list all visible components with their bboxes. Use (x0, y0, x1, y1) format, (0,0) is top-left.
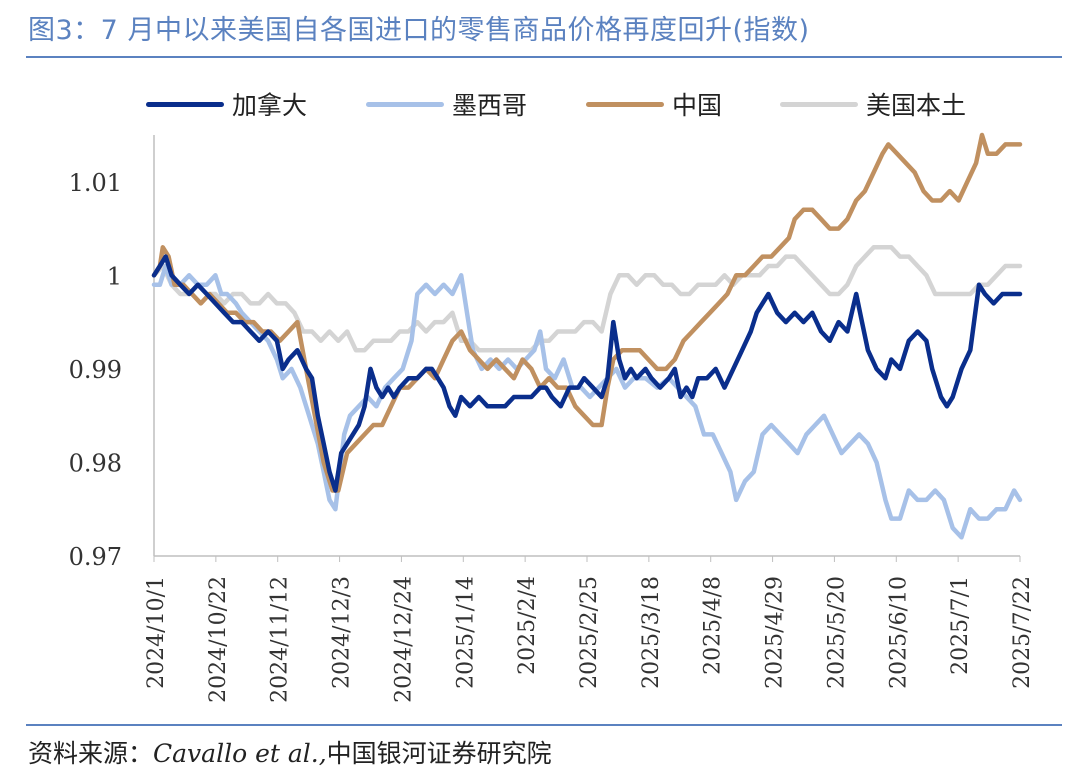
y-tick-label: 0.99 (69, 356, 122, 384)
x-tick-label: 2025/5/20 (824, 576, 849, 689)
chart-legend: 加拿大 墨西哥 中国 美国本土 (0, 86, 1076, 120)
series-line-mexico (151, 263, 1023, 540)
x-tick-label: 2025/4/8 (701, 576, 726, 675)
x-tick-label: 2024/12/3 (330, 576, 355, 689)
x-tick-label: 2024/12/24 (391, 576, 416, 703)
x-tick-label: 2025/7/1 (948, 576, 973, 675)
legend-label-china: 中国 (672, 91, 723, 120)
x-tick-label: 2024/10/1 (144, 576, 169, 689)
title-rule (26, 56, 1062, 58)
source-note: 资料来源：Cavallo et al.,中国银河证券研究院 (28, 734, 552, 770)
legend-label-us-domestic: 美国本土 (866, 91, 967, 120)
source-institution: 中国银河证券研究院 (326, 739, 552, 768)
legend-swatch-us-domestic (780, 101, 858, 107)
legend-swatch-mexico (366, 101, 444, 107)
x-tick-label: 2025/7/22 (1010, 576, 1035, 689)
legend-swatch-china (586, 101, 664, 107)
legend-item-us-domestic: 美国本土 (780, 86, 966, 122)
x-tick-label: 2024/10/22 (206, 576, 231, 703)
legend-swatch-canada (146, 101, 224, 107)
x-tick-label: 2024/11/12 (268, 576, 293, 703)
x-tick-label: 2025/6/10 (886, 576, 911, 689)
series-line-canada (151, 254, 1023, 493)
line-chart: 0.97 0.98 0.99 1 1.01 2024/10/1 2024/10/22 2024… (69, 132, 1035, 703)
legend-item-china: 中国 (586, 86, 722, 122)
legend-label-canada: 加拿大 (232, 91, 308, 120)
x-tick-label: 2025/2/4 (515, 576, 540, 675)
x-tick-label: 2025/3/18 (639, 576, 664, 689)
chart-title: 图3：7 月中以来美国自各国进口的零售商品价格再度回升(指数) (28, 15, 810, 46)
y-tick-label: 1 (107, 262, 122, 290)
x-tick-label: 2025/2/25 (577, 576, 602, 689)
source-rule (26, 724, 1062, 726)
series-line-china (151, 132, 1023, 493)
legend-item-mexico: 墨西哥 (366, 86, 527, 122)
legend-label-mexico: 墨西哥 (452, 91, 528, 120)
y-tick-label: 0.97 (69, 543, 122, 571)
x-tick-label: 2025/4/29 (763, 576, 788, 689)
source-authors: Cavallo et al., (153, 739, 327, 768)
source-prefix: 资料来源： (28, 739, 154, 768)
y-tick-label: 1.01 (69, 169, 122, 197)
y-tick-label: 0.98 (69, 449, 122, 477)
x-tick-label: 2025/1/14 (453, 576, 478, 689)
legend-item-canada: 加拿大 (146, 86, 307, 122)
